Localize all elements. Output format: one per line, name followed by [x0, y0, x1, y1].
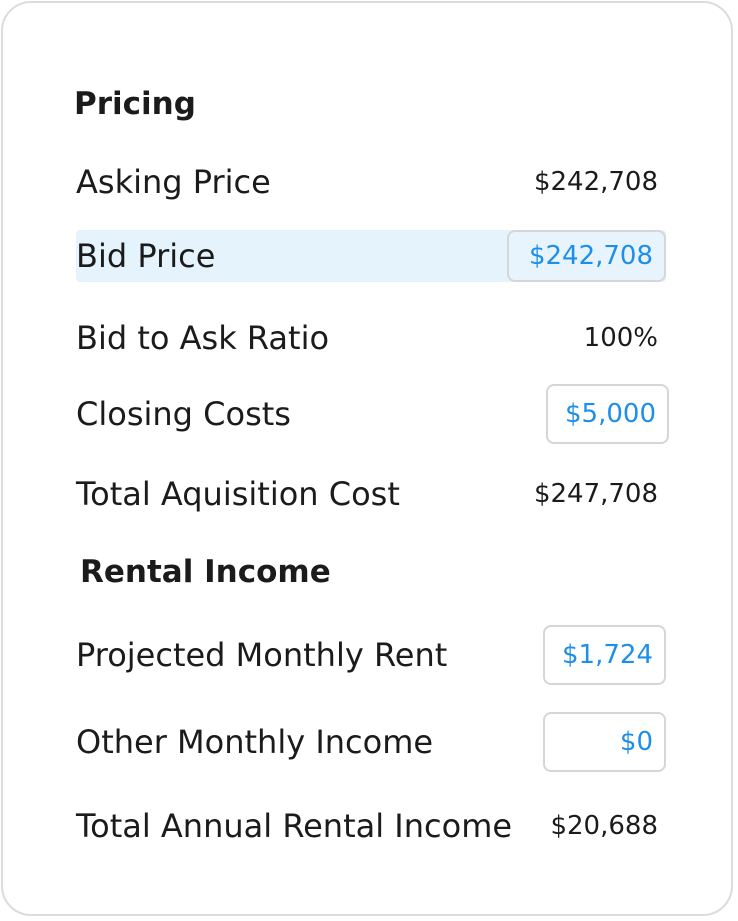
bid-to-ask-ratio-label: Bid to Ask Ratio: [76, 319, 330, 357]
asking-price-value: $242,708: [533, 167, 658, 197]
total-acquisition-cost-label: Total Aquisition Cost: [76, 475, 400, 513]
total-acquisition-cost-row: Total Aquisition Cost $247,708: [76, 468, 666, 520]
projected-monthly-rent-row: Projected Monthly Rent $1,724: [76, 625, 666, 685]
closing-costs-row: Closing Costs $5,000: [76, 384, 669, 444]
total-acquisition-cost-value: $247,708: [533, 479, 658, 509]
pricing-section-title: Pricing: [74, 86, 196, 122]
other-monthly-income-row: Other Monthly Income $0: [76, 712, 666, 772]
asking-price-label: Asking Price: [76, 163, 271, 201]
total-annual-rental-income-value: $20,688: [550, 811, 658, 841]
closing-costs-label: Closing Costs: [76, 395, 291, 433]
projected-monthly-rent-input[interactable]: $1,724: [543, 625, 666, 685]
total-annual-rental-income-row: Total Annual Rental Income $20,688: [76, 800, 666, 852]
other-monthly-income-input[interactable]: $0: [543, 712, 666, 772]
bid-price-input[interactable]: $242,708: [507, 230, 666, 282]
asking-price-row: Asking Price $242,708: [76, 156, 666, 208]
total-annual-rental-income-label: Total Annual Rental Income: [76, 807, 513, 845]
other-monthly-income-label: Other Monthly Income: [76, 723, 434, 761]
bid-to-ask-ratio-value: 100%: [583, 323, 658, 353]
bid-price-row: Bid Price $242,708: [76, 230, 666, 282]
projected-monthly-rent-label: Projected Monthly Rent: [76, 636, 448, 674]
closing-costs-input[interactable]: $5,000: [546, 384, 669, 444]
rental-income-section-title: Rental Income: [80, 554, 331, 590]
bid-to-ask-ratio-row: Bid to Ask Ratio 100%: [76, 312, 666, 364]
bid-price-label: Bid Price: [76, 237, 216, 275]
